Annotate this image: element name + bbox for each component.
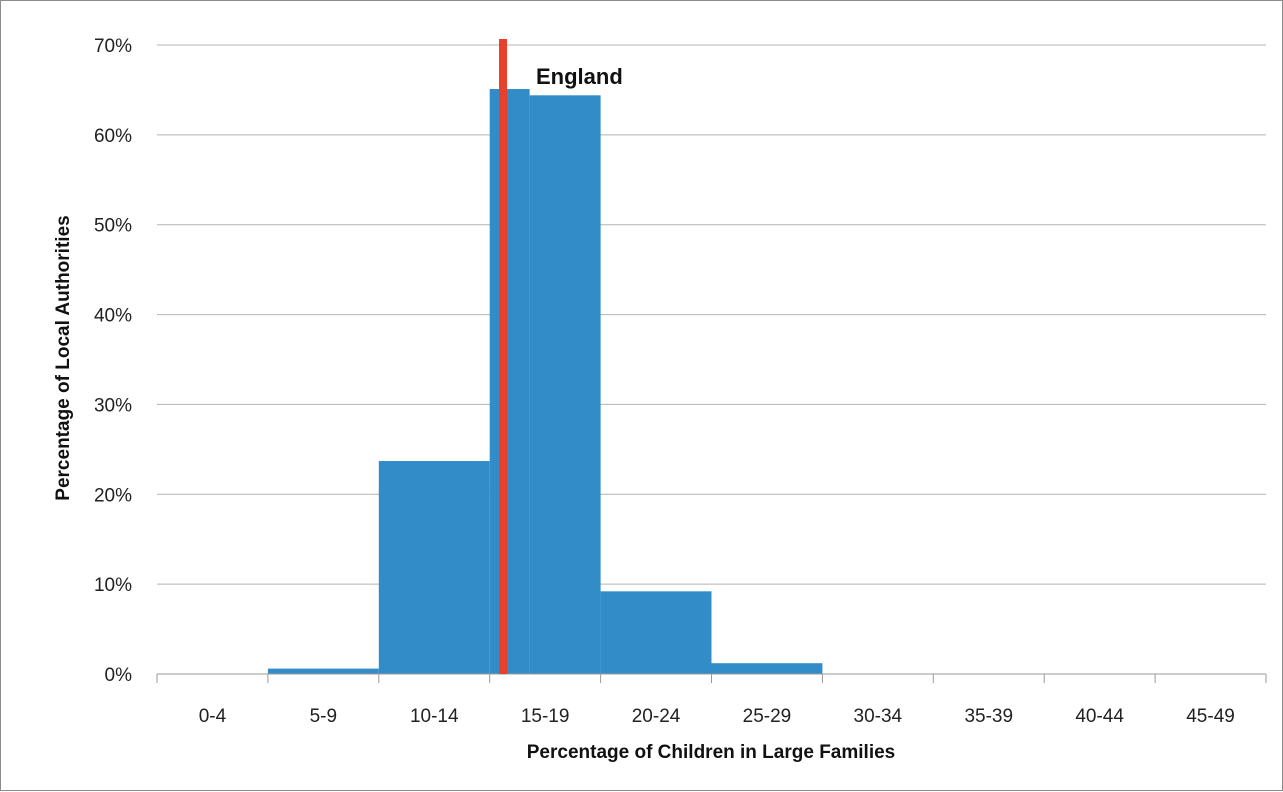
x-tick-label: 45-49 [1186,706,1235,727]
x-tick-label: 40-44 [1075,706,1124,727]
x-tick-label: 0-4 [199,706,227,727]
y-tick-label: 0% [105,665,133,686]
x-tick-label: 25-29 [743,706,792,727]
bar-20-24 [601,591,712,674]
y-tick-label: 40% [94,306,132,327]
bar-15-19-left [490,89,530,674]
x-axis-tick-labels: 0-4 5-9 10-14 15-19 20-24 25-29 30-34 35-39 40-4… [199,706,1235,727]
x-axis [157,674,1266,683]
x-tick-label: 5-9 [310,706,337,727]
bar-15-19-right [530,95,601,674]
x-tick-label: 30-34 [854,706,903,727]
y-tick-label: 30% [94,395,132,416]
bar-5-9 [268,669,379,674]
y-tick-label: 10% [94,575,132,596]
x-tick-label: 35-39 [964,706,1013,727]
y-tick-label: 20% [94,485,132,506]
bar-10-14 [379,461,490,674]
y-tick-label: 60% [94,126,132,147]
bar-25-29 [712,663,823,674]
y-tick-label: 70% [94,36,132,57]
x-tick-label: 20-24 [632,706,681,727]
bars [268,89,823,674]
gridlines [157,45,1266,584]
x-tick-label: 15-19 [521,706,570,727]
y-axis-tick-labels: 0% 10% 20% 30% 40% 50% 60% 70% [94,36,132,686]
y-axis-title: Percentage of Local Authorities [53,215,74,500]
y-tick-label: 50% [94,216,132,237]
england-label: England [536,64,623,89]
x-tick-label: 10-14 [410,706,459,727]
x-axis-title: Percentage of Children in Large Families [527,742,896,763]
